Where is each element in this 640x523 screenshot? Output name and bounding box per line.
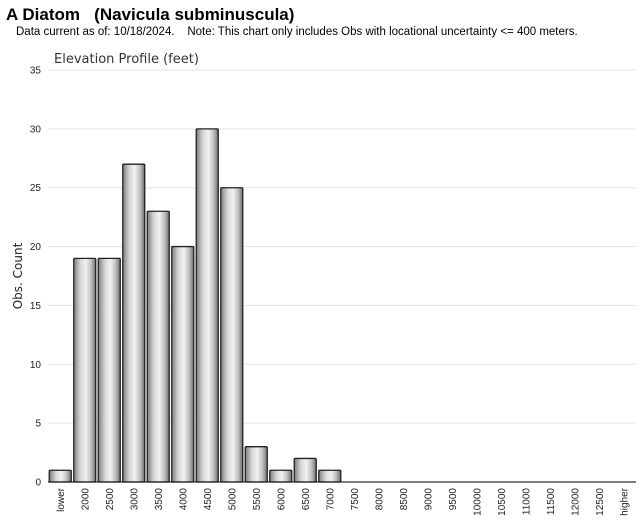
x-tick-label: 7500: [350, 488, 361, 511]
y-tick-label: 25: [30, 183, 42, 194]
y-tick-label: 10: [30, 360, 42, 371]
grid-lines: [48, 69, 636, 483]
x-tick-label: 6500: [301, 488, 312, 511]
x-tick-label: 5000: [227, 488, 238, 511]
x-tick-label: 5500: [252, 488, 263, 511]
bar-5500: [244, 446, 268, 483]
chart-title: Elevation Profile (feet): [54, 52, 199, 67]
y-tick-label: 30: [30, 124, 42, 135]
x-tick-label: higher: [619, 487, 630, 515]
x-tick-label: 3500: [154, 488, 165, 511]
x-tick-label: 4000: [178, 488, 189, 511]
bar-3500: [146, 210, 170, 483]
x-tick-label: 11000: [521, 488, 532, 516]
y-tick-label: 5: [35, 419, 41, 430]
bar-7000: [318, 469, 342, 483]
bar-6000: [269, 469, 293, 483]
bar-6500: [293, 457, 317, 483]
x-tick-label: 10500: [497, 488, 508, 516]
y-tick-label: 35: [30, 66, 42, 77]
x-tick-label: 2500: [105, 488, 116, 511]
bar-2000: [73, 257, 97, 483]
bars: [48, 128, 342, 483]
bar-3000: [122, 163, 146, 483]
x-tick-label: 12000: [570, 488, 581, 516]
y-tick-label: 15: [30, 301, 42, 312]
y-tick-label: 20: [30, 242, 42, 253]
y-axis-ticks: 0 5 10 15 20 25 30 35: [30, 66, 42, 489]
x-tick-label: 11500: [546, 488, 557, 516]
bar-lower: [48, 469, 72, 483]
x-tick-label: 10000: [472, 488, 483, 516]
x-tick-label: 7000: [325, 488, 336, 511]
x-tick-label: 2000: [80, 488, 91, 511]
x-tick-label: 9000: [423, 488, 434, 511]
page-title: A Diatom (Navicula subminuscula): [6, 5, 295, 24]
bar-2500: [97, 257, 121, 483]
y-tick-label: 0: [35, 478, 41, 489]
x-tick-label: 4500: [203, 488, 214, 511]
x-tick-label: 9500: [448, 488, 459, 511]
data-note: Data current as of: 10/18/2024. Note: Th…: [16, 26, 578, 38]
bar-5000: [220, 187, 244, 483]
x-tick-label: 6000: [276, 488, 287, 511]
x-tick-label: 12500: [595, 488, 606, 516]
x-axis-ticks: lower 2000 2500 3000 3500 4000 4500 5000 5500 600…: [56, 487, 631, 515]
x-tick-label: 3000: [129, 488, 140, 511]
bar-4500: [195, 128, 219, 483]
x-tick-label: 8000: [374, 488, 385, 511]
y-axis-label: Obs. Count: [11, 242, 25, 309]
bar-4000: [171, 245, 195, 483]
x-tick-label: 8500: [399, 488, 410, 511]
x-tick-label: lower: [56, 487, 67, 512]
